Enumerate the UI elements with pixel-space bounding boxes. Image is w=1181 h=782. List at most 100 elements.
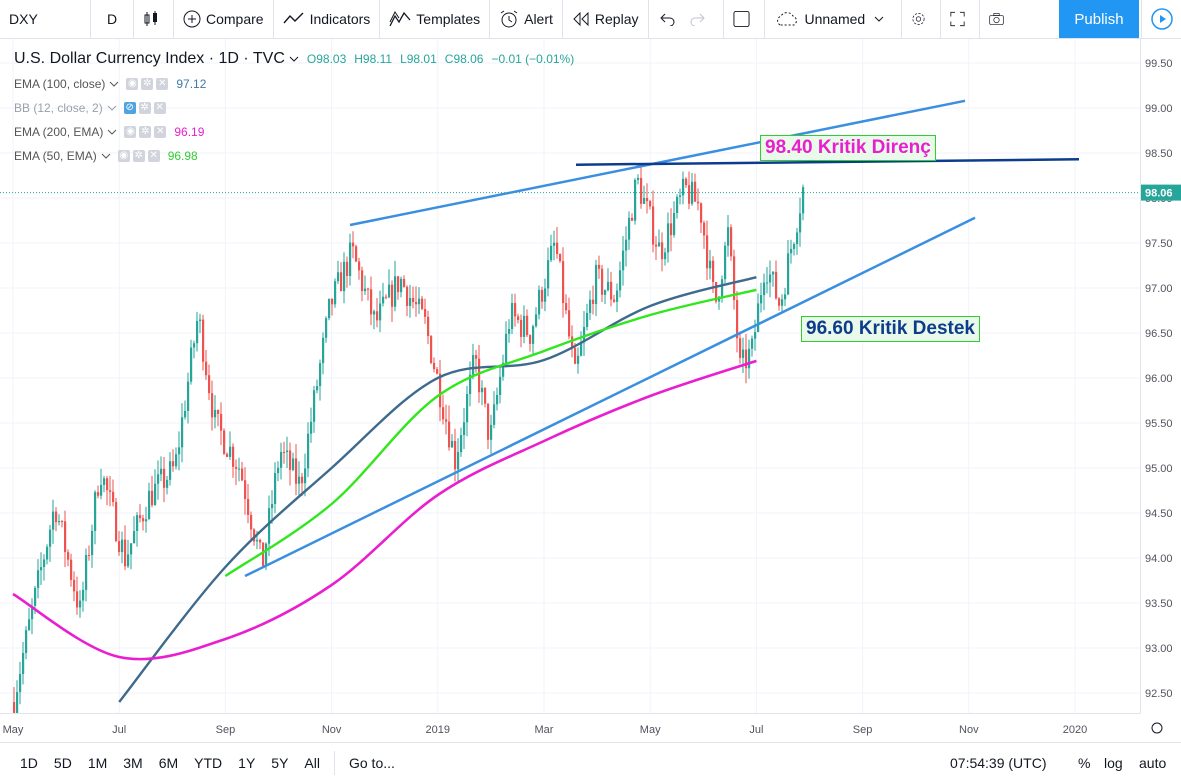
range-1m[interactable]: 1M [87,754,108,771]
candle-down [391,284,394,307]
range-ytd[interactable]: YTD [194,754,223,771]
play-button[interactable] [1141,0,1181,38]
range-5y[interactable]: 5Y [271,754,289,771]
undo-icon[interactable] [658,12,676,26]
candle-down [355,246,358,262]
close-icon[interactable]: ✕ [154,126,167,138]
chevron-down-icon[interactable] [107,104,117,112]
range-buttons: 1D 5D 1M 3M 6M YTD 1Y 5Y All [12,755,328,771]
range-6m[interactable]: 6M [158,754,179,771]
indicator-row-ema50[interactable]: EMA (50, EMA) ◉ ✲ ✕ 96.98 [14,147,198,165]
resistance-annotation[interactable]: 98.40 Kritik Direnç [760,135,936,161]
candle-down [736,300,739,339]
candle-down [526,315,529,336]
candle-down [376,311,379,321]
redo-icon[interactable] [689,12,707,26]
goto-button[interactable]: Go to... [348,754,395,771]
candle-down [559,253,562,262]
candle-down [598,264,601,269]
chevron-down-icon[interactable] [101,152,111,160]
candle-down [202,319,205,362]
close-icon[interactable]: ✕ [153,102,166,114]
replay-label: Replay [594,11,639,27]
legend-low: L98.01 [400,52,437,66]
time-tick-label: May [3,724,24,736]
range-all[interactable]: All [304,754,320,771]
interval-button[interactable]: D [91,0,134,38]
chart-pane[interactable] [0,39,1141,714]
gear-icon[interactable]: ✲ [138,102,151,114]
candle-up [343,261,346,292]
price-tick-label: 94.00 [1145,553,1173,565]
symbol-search[interactable]: DXY [0,0,91,38]
candle-down [106,478,109,491]
price-tick-label: 97.50 [1145,238,1173,250]
candle-up [523,315,526,337]
time-tick-label: May [640,724,661,736]
candle-up [193,343,196,348]
settings-button[interactable] [902,0,941,38]
candle-up [319,363,322,387]
time-axis[interactable]: May Jul Sep Nov 2019 Mar May Jul Sep Nov 2020 [0,714,1181,742]
fullscreen-select-button[interactable] [724,0,765,38]
indicator-row-ema100[interactable]: EMA (100, close) ◉ ✲ ✕ 97.12 [14,75,206,93]
range-1d[interactable]: 1D [20,754,38,771]
candle-down [562,261,565,304]
auto-toggle[interactable]: auto [1139,754,1167,771]
gear-icon[interactable]: ✲ [132,150,145,162]
candle-down [433,362,436,370]
candle-up [724,245,727,280]
range-5d[interactable]: 5D [53,754,72,771]
gear-icon[interactable]: ✲ [141,78,154,90]
candle-up [580,342,583,356]
chevron-down-icon[interactable] [107,128,117,136]
chevron-down-icon[interactable] [109,80,119,88]
range-3m[interactable]: 3M [123,754,143,771]
alert-button[interactable]: Alert [490,0,563,38]
price-chart[interactable] [0,39,1140,713]
candle-down [700,203,703,223]
price-axis[interactable]: 99.5099.0098.5098.0097.5097.0096.5096.00… [1141,39,1181,713]
indicator-row-ema200[interactable]: EMA (200, EMA) ◉ ✲ ✕ 96.19 [14,123,204,141]
candle-up [589,299,592,313]
play-circle-icon [1151,8,1173,30]
eye-icon[interactable]: ◉ [117,150,130,162]
candle-up [550,245,553,261]
range-1y[interactable]: 1Y [238,754,256,771]
publish-button[interactable]: Publish [1059,0,1139,38]
compare-button[interactable]: Compare [174,0,274,38]
axis-settings-icon[interactable] [1151,722,1163,734]
templates-button[interactable]: Templates [380,0,491,38]
snapshot-button[interactable] [980,0,1018,38]
candle-down [475,355,478,359]
indicator-row-bb[interactable]: BB (12, close, 2) ⊘ ✲ ✕ [14,99,166,117]
candle-down [97,492,100,496]
candle-up [130,543,133,555]
hidden-eye-icon[interactable]: ⊘ [123,102,136,114]
candle-down [439,373,442,408]
replay-button[interactable]: Replay [563,0,649,38]
candle-down [712,260,715,283]
gear-icon[interactable]: ✲ [139,126,152,138]
eye-icon[interactable]: ◉ [124,126,137,138]
close-icon[interactable]: ✕ [147,150,160,162]
candle-up [16,692,19,713]
indicators-button[interactable]: Indicators [274,0,381,38]
chevron-down-icon[interactable] [289,55,299,63]
close-icon[interactable]: ✕ [156,78,169,90]
percent-toggle[interactable]: % [1078,754,1091,771]
log-toggle[interactable]: log [1104,754,1123,771]
eye-icon[interactable]: ◉ [126,78,139,90]
chart-type-button[interactable] [134,0,174,38]
candle-down [730,227,733,257]
fullscreen-button[interactable] [941,0,980,38]
layout-button[interactable]: Unnamed [765,0,902,38]
price-tick-label: 95.00 [1145,463,1173,475]
support-annotation[interactable]: 96.60 Kritik Destek [801,316,980,342]
clock[interactable]: 07:54:39 (UTC) [950,754,1047,771]
candle-up [667,223,670,253]
candle-down [295,458,298,484]
price-tick-label: 95.50 [1145,418,1173,430]
time-tick-label: Jul [112,724,126,736]
candle-down [568,310,571,337]
